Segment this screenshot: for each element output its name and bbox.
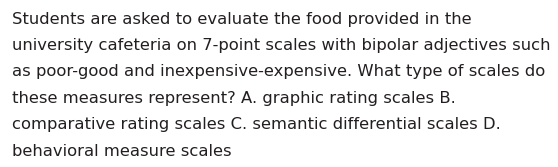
Text: as poor-good and inexpensive-expensive. What type of scales do: as poor-good and inexpensive-expensive. … xyxy=(12,64,546,79)
Text: these measures represent? A. graphic rating scales B.: these measures represent? A. graphic rat… xyxy=(12,91,456,106)
Text: comparative rating scales C. semantic differential scales D.: comparative rating scales C. semantic di… xyxy=(12,117,501,132)
Text: university cafeteria on 7-point scales with bipolar adjectives such: university cafeteria on 7-point scales w… xyxy=(12,38,551,53)
Text: Students are asked to evaluate the food provided in the: Students are asked to evaluate the food … xyxy=(12,12,472,27)
Text: behavioral measure scales: behavioral measure scales xyxy=(12,144,232,159)
